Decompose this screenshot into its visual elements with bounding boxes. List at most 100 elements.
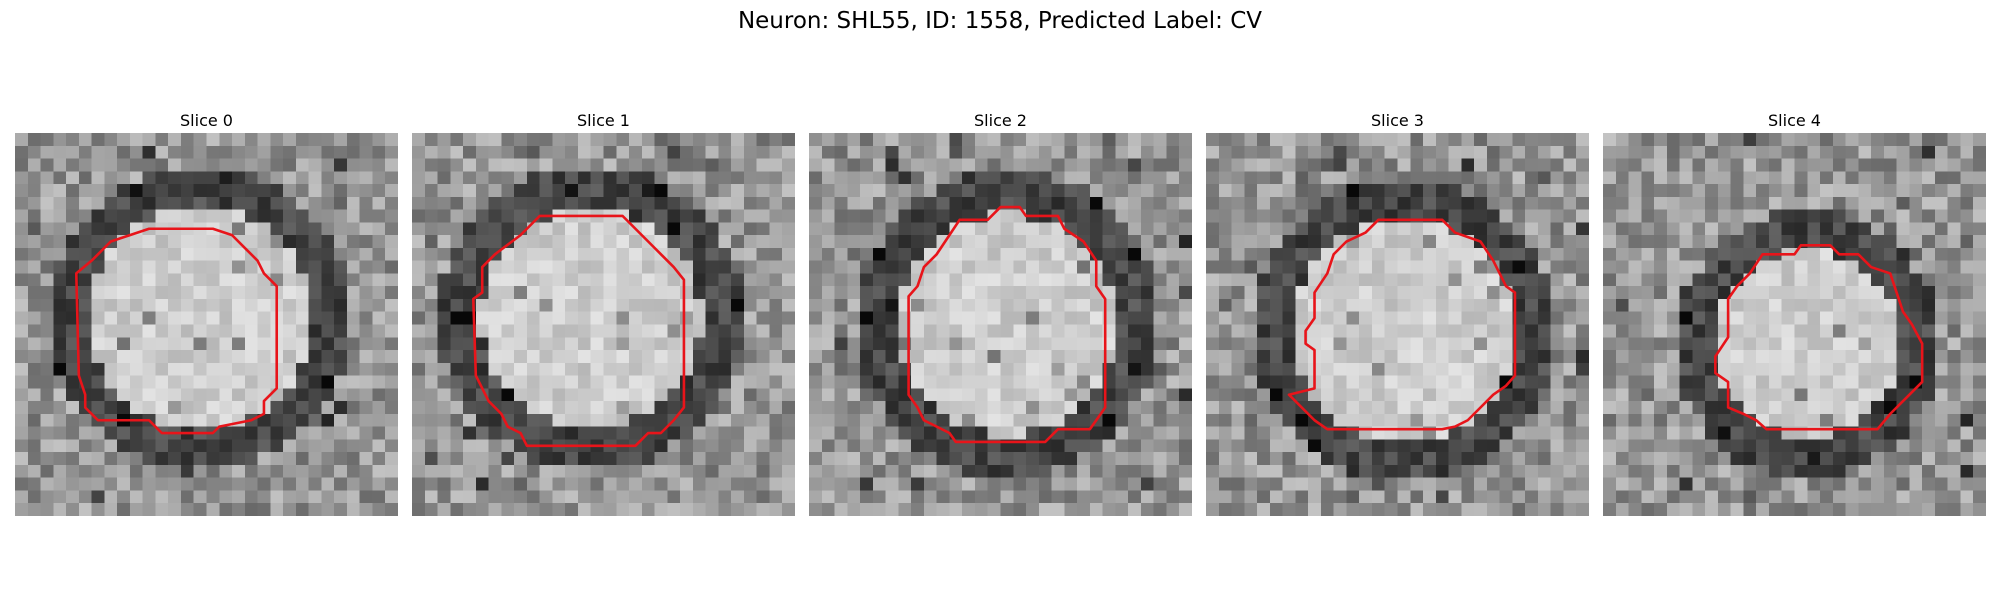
pixel <box>1871 247 1885 261</box>
pixel <box>334 426 348 440</box>
pixel <box>1666 145 1680 159</box>
pixel <box>1563 426 1577 440</box>
pixel <box>641 133 655 147</box>
pixel <box>718 490 732 504</box>
pixel <box>334 350 348 364</box>
pixel <box>1435 375 1449 389</box>
pixel <box>1883 235 1897 249</box>
pixel <box>667 426 681 440</box>
pixel <box>1858 464 1872 478</box>
figure-title: Neuron: SHL55, ID: 1558, Predicted Label… <box>737 8 1263 34</box>
pixel <box>437 235 451 249</box>
pixel <box>936 260 950 274</box>
pixel <box>1461 196 1475 210</box>
pixel <box>66 196 80 210</box>
pixel <box>692 401 706 415</box>
pixel <box>577 260 591 274</box>
pixel <box>629 286 643 300</box>
pixel <box>1435 286 1449 300</box>
pixel <box>1641 260 1655 274</box>
pixel <box>1295 171 1309 185</box>
pixel <box>1244 158 1258 172</box>
pixel <box>1218 145 1232 159</box>
pixel <box>1858 311 1872 325</box>
pixel <box>1038 286 1052 300</box>
pixel <box>847 222 861 236</box>
pixel <box>1218 298 1232 312</box>
pixel <box>40 503 54 516</box>
pixel <box>923 171 937 185</box>
pixel <box>1922 133 1936 147</box>
pixel <box>1166 184 1180 198</box>
pixel <box>346 490 360 504</box>
pixel <box>769 503 783 516</box>
pixel <box>1960 311 1974 325</box>
pixel <box>1730 324 1744 338</box>
pixel <box>1269 490 1283 504</box>
pixel <box>680 401 694 415</box>
pixel <box>1206 452 1220 466</box>
pixel <box>692 286 706 300</box>
pixel <box>1820 184 1834 198</box>
pixel <box>1858 235 1872 249</box>
pixel <box>1499 362 1513 376</box>
pixel <box>1794 145 1808 159</box>
pixel <box>193 247 207 261</box>
pixel <box>1654 477 1668 491</box>
pixel <box>552 311 566 325</box>
pixel <box>308 311 322 325</box>
pixel <box>705 452 719 466</box>
pixel <box>1384 324 1398 338</box>
pixel <box>821 311 835 325</box>
pixel <box>1550 184 1564 198</box>
pixel <box>1832 209 1846 223</box>
pixel <box>117 375 131 389</box>
pixel <box>104 222 118 236</box>
pixel <box>1628 324 1642 338</box>
pixel <box>1973 439 1986 453</box>
pixel <box>1282 324 1296 338</box>
pixel <box>1410 196 1424 210</box>
pixel <box>1128 196 1142 210</box>
pixel <box>1768 273 1782 287</box>
pixel <box>1794 439 1808 453</box>
pixel <box>872 247 886 261</box>
pixel <box>1038 503 1052 516</box>
pixel <box>1474 133 1488 147</box>
pixel <box>1820 362 1834 376</box>
pixel <box>1615 145 1629 159</box>
pixel <box>1077 324 1091 338</box>
pixel <box>782 401 795 415</box>
pixel <box>180 298 194 312</box>
pixel <box>1346 490 1360 504</box>
pixel <box>91 350 105 364</box>
pixel <box>1333 452 1347 466</box>
pixel <box>1218 477 1232 491</box>
pixel <box>949 311 963 325</box>
pixel <box>1218 286 1232 300</box>
pixel <box>308 158 322 172</box>
pixel <box>743 196 757 210</box>
pixel <box>809 145 823 159</box>
pixel <box>91 439 105 453</box>
pixel <box>412 464 426 478</box>
pixel <box>641 209 655 223</box>
pixel <box>641 298 655 312</box>
pixel <box>142 298 156 312</box>
pixel <box>412 337 426 351</box>
pixel <box>27 477 41 491</box>
pixel <box>1435 298 1449 312</box>
pixel <box>680 133 694 147</box>
pixel <box>1947 298 1961 312</box>
pixel <box>1883 247 1897 261</box>
pixel <box>1525 337 1539 351</box>
pixel <box>1717 260 1731 274</box>
pixel <box>1603 388 1617 402</box>
pixel <box>1295 452 1309 466</box>
pixel <box>346 260 360 274</box>
pixel <box>1563 184 1577 198</box>
pixel <box>1550 324 1564 338</box>
pixel <box>1730 298 1744 312</box>
pixel <box>308 209 322 223</box>
pixel <box>1486 222 1500 236</box>
